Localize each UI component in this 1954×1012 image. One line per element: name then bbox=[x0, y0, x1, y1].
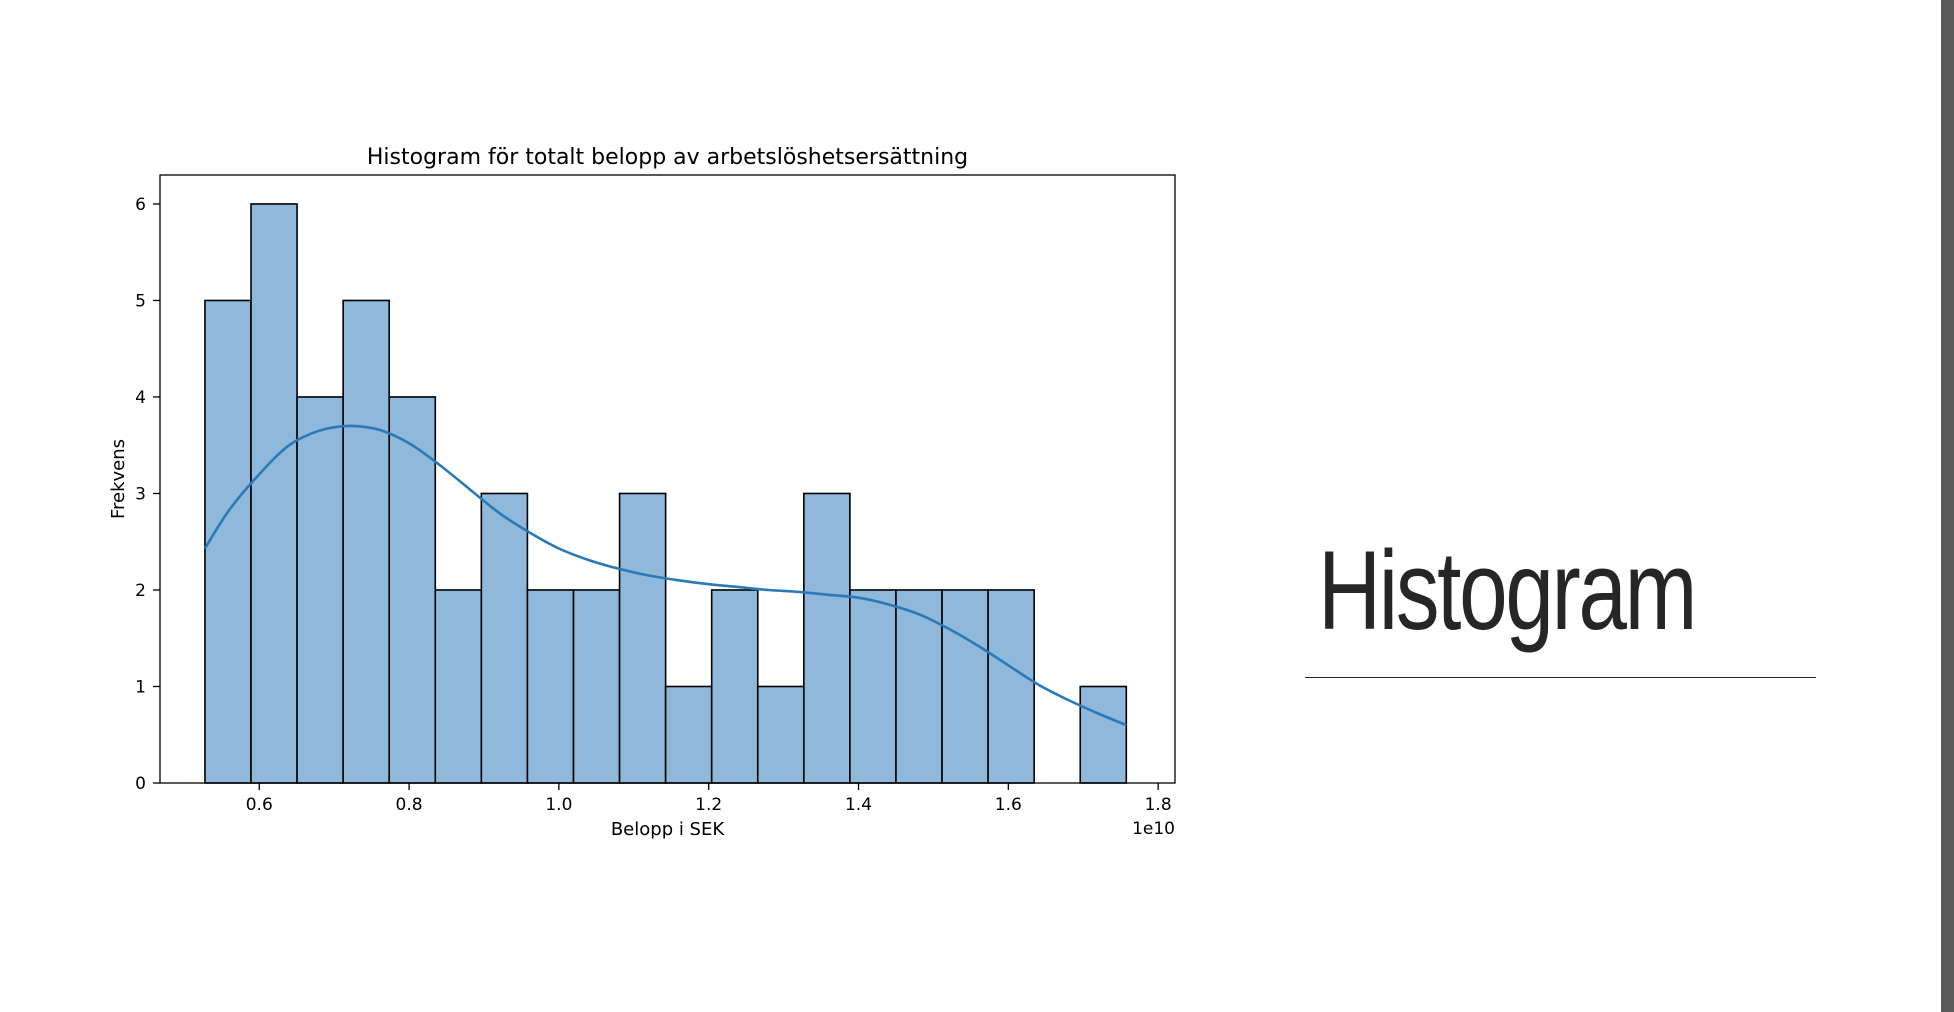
y-tick-label: 1 bbox=[135, 677, 146, 697]
kde-curve bbox=[203, 424, 1127, 727]
x-tick-label: 1.8 bbox=[1145, 795, 1172, 815]
histogram-bar bbox=[895, 589, 943, 784]
x-tick-label: 0.8 bbox=[396, 795, 423, 815]
histogram-bar bbox=[941, 589, 989, 784]
y-axis-ticks: 0 1 2 3 4 5 6 bbox=[135, 195, 160, 794]
slide-edge bbox=[1941, 0, 1954, 1012]
histogram-bar bbox=[296, 396, 344, 784]
x-tick-label: 1.2 bbox=[695, 795, 722, 815]
histogram-bar bbox=[526, 589, 575, 784]
histogram-bar bbox=[849, 589, 897, 784]
histogram-bar bbox=[342, 299, 391, 784]
title-divider bbox=[1305, 677, 1816, 678]
x-tick-label: 1.4 bbox=[845, 795, 872, 815]
histogram-bar bbox=[987, 589, 1035, 784]
histogram-bar bbox=[618, 492, 667, 784]
y-tick-label: 3 bbox=[135, 484, 146, 504]
histogram-bars bbox=[204, 203, 1128, 784]
y-tick-label: 4 bbox=[135, 388, 146, 408]
histogram-bar bbox=[204, 299, 252, 784]
histogram-bar bbox=[388, 396, 437, 784]
histogram-bar bbox=[572, 589, 621, 784]
histogram-bar bbox=[434, 589, 483, 784]
x-axis-offset-label: 1e10 bbox=[1132, 819, 1175, 839]
y-tick-label: 0 bbox=[135, 774, 146, 794]
slide-title: Histogram bbox=[1318, 528, 1697, 653]
x-axis-ticks: 0.6 0.8 1.0 1.2 1.4 1.6 1.8 bbox=[246, 783, 1172, 815]
x-tick-label: 1.0 bbox=[545, 795, 572, 815]
histogram-bar bbox=[710, 589, 759, 784]
histogram-bar bbox=[250, 203, 298, 784]
y-axis-label: Frekvens bbox=[108, 439, 129, 519]
histogram-bar bbox=[664, 685, 713, 784]
x-tick-label: 0.6 bbox=[246, 795, 273, 815]
histogram-bar bbox=[1079, 685, 1128, 784]
y-tick-label: 5 bbox=[135, 291, 146, 311]
y-tick-label: 6 bbox=[135, 195, 146, 215]
chart-title: Histogram för totalt belopp av arbetslös… bbox=[367, 145, 968, 170]
y-tick-label: 2 bbox=[135, 581, 146, 601]
histogram-bar bbox=[756, 685, 805, 784]
x-tick-label: 1.6 bbox=[995, 795, 1022, 815]
x-axis-label: Belopp i SEK bbox=[611, 819, 726, 840]
axes-frame bbox=[159, 174, 1176, 784]
histogram-bar bbox=[803, 492, 851, 784]
histogram-bar bbox=[480, 492, 529, 784]
